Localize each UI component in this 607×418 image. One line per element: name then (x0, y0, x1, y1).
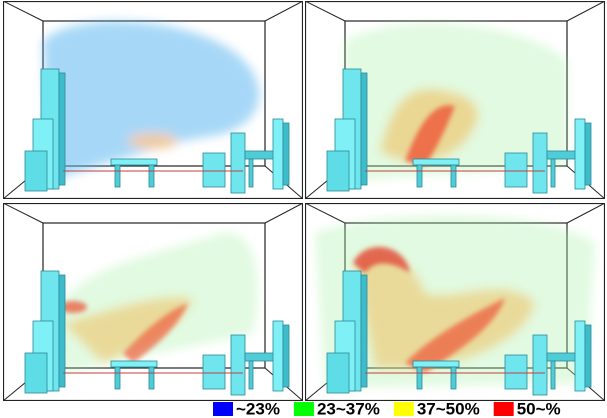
legend-label: 23~37% (317, 399, 380, 418)
legend-swatch (294, 402, 314, 416)
legend-label: 37~50% (417, 399, 480, 418)
panel-top-right (305, 1, 605, 199)
legend-swatch (494, 402, 514, 416)
panel-bottom-left (3, 203, 303, 401)
legend-swatch (213, 402, 233, 416)
legend-label: ~23% (236, 399, 280, 418)
panel-bottom-right (305, 203, 605, 401)
panel-top-left (3, 1, 303, 199)
legend-swatch (394, 402, 414, 416)
legend: ~23% 23~37% 37~50% 50~% (213, 399, 561, 418)
legend-label: 50~% (517, 399, 561, 418)
figure: ~23% 23~37% 37~50% 50~% (0, 0, 607, 418)
